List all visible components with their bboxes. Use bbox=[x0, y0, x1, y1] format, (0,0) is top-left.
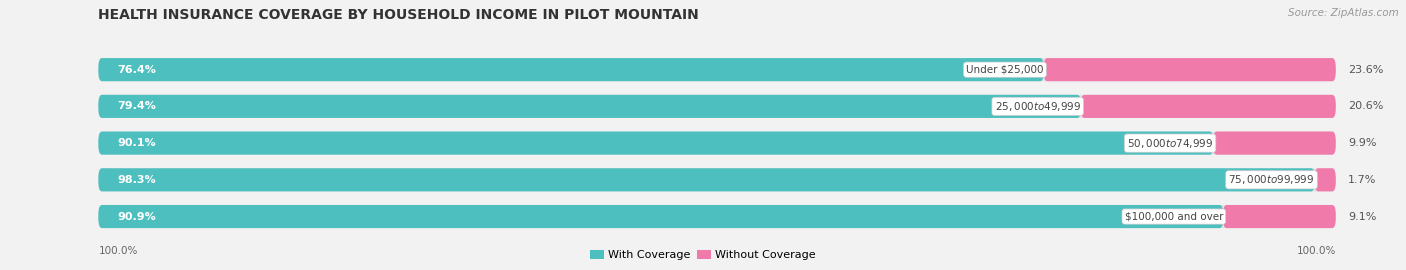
FancyBboxPatch shape bbox=[1081, 95, 1336, 118]
Text: 100.0%: 100.0% bbox=[1296, 247, 1336, 256]
FancyBboxPatch shape bbox=[98, 95, 1081, 118]
Legend: With Coverage, Without Coverage: With Coverage, Without Coverage bbox=[586, 245, 820, 264]
Text: 76.4%: 76.4% bbox=[117, 65, 156, 75]
FancyBboxPatch shape bbox=[98, 205, 1336, 228]
Text: 100.0%: 100.0% bbox=[98, 247, 138, 256]
FancyBboxPatch shape bbox=[98, 131, 1336, 155]
FancyBboxPatch shape bbox=[98, 131, 1213, 155]
FancyBboxPatch shape bbox=[98, 95, 1336, 118]
Text: 90.1%: 90.1% bbox=[117, 138, 156, 148]
FancyBboxPatch shape bbox=[98, 58, 1043, 81]
Text: 98.3%: 98.3% bbox=[117, 175, 156, 185]
Text: $100,000 and over: $100,000 and over bbox=[1125, 211, 1223, 222]
Text: $50,000 to $74,999: $50,000 to $74,999 bbox=[1126, 137, 1213, 150]
Text: Under $25,000: Under $25,000 bbox=[966, 65, 1043, 75]
FancyBboxPatch shape bbox=[1043, 58, 1336, 81]
FancyBboxPatch shape bbox=[1223, 205, 1336, 228]
FancyBboxPatch shape bbox=[98, 168, 1336, 191]
Text: $75,000 to $99,999: $75,000 to $99,999 bbox=[1229, 173, 1315, 186]
Text: $25,000 to $49,999: $25,000 to $49,999 bbox=[994, 100, 1081, 113]
FancyBboxPatch shape bbox=[98, 58, 1336, 81]
Text: 79.4%: 79.4% bbox=[117, 101, 156, 112]
Text: Source: ZipAtlas.com: Source: ZipAtlas.com bbox=[1288, 8, 1399, 18]
Text: 9.9%: 9.9% bbox=[1348, 138, 1376, 148]
Text: 23.6%: 23.6% bbox=[1348, 65, 1384, 75]
FancyBboxPatch shape bbox=[1213, 131, 1336, 155]
Text: 90.9%: 90.9% bbox=[117, 211, 156, 222]
Text: 20.6%: 20.6% bbox=[1348, 101, 1384, 112]
FancyBboxPatch shape bbox=[98, 168, 1315, 191]
FancyBboxPatch shape bbox=[1315, 168, 1336, 191]
Text: HEALTH INSURANCE COVERAGE BY HOUSEHOLD INCOME IN PILOT MOUNTAIN: HEALTH INSURANCE COVERAGE BY HOUSEHOLD I… bbox=[98, 8, 699, 22]
Text: 9.1%: 9.1% bbox=[1348, 211, 1376, 222]
Text: 1.7%: 1.7% bbox=[1348, 175, 1376, 185]
FancyBboxPatch shape bbox=[98, 205, 1223, 228]
